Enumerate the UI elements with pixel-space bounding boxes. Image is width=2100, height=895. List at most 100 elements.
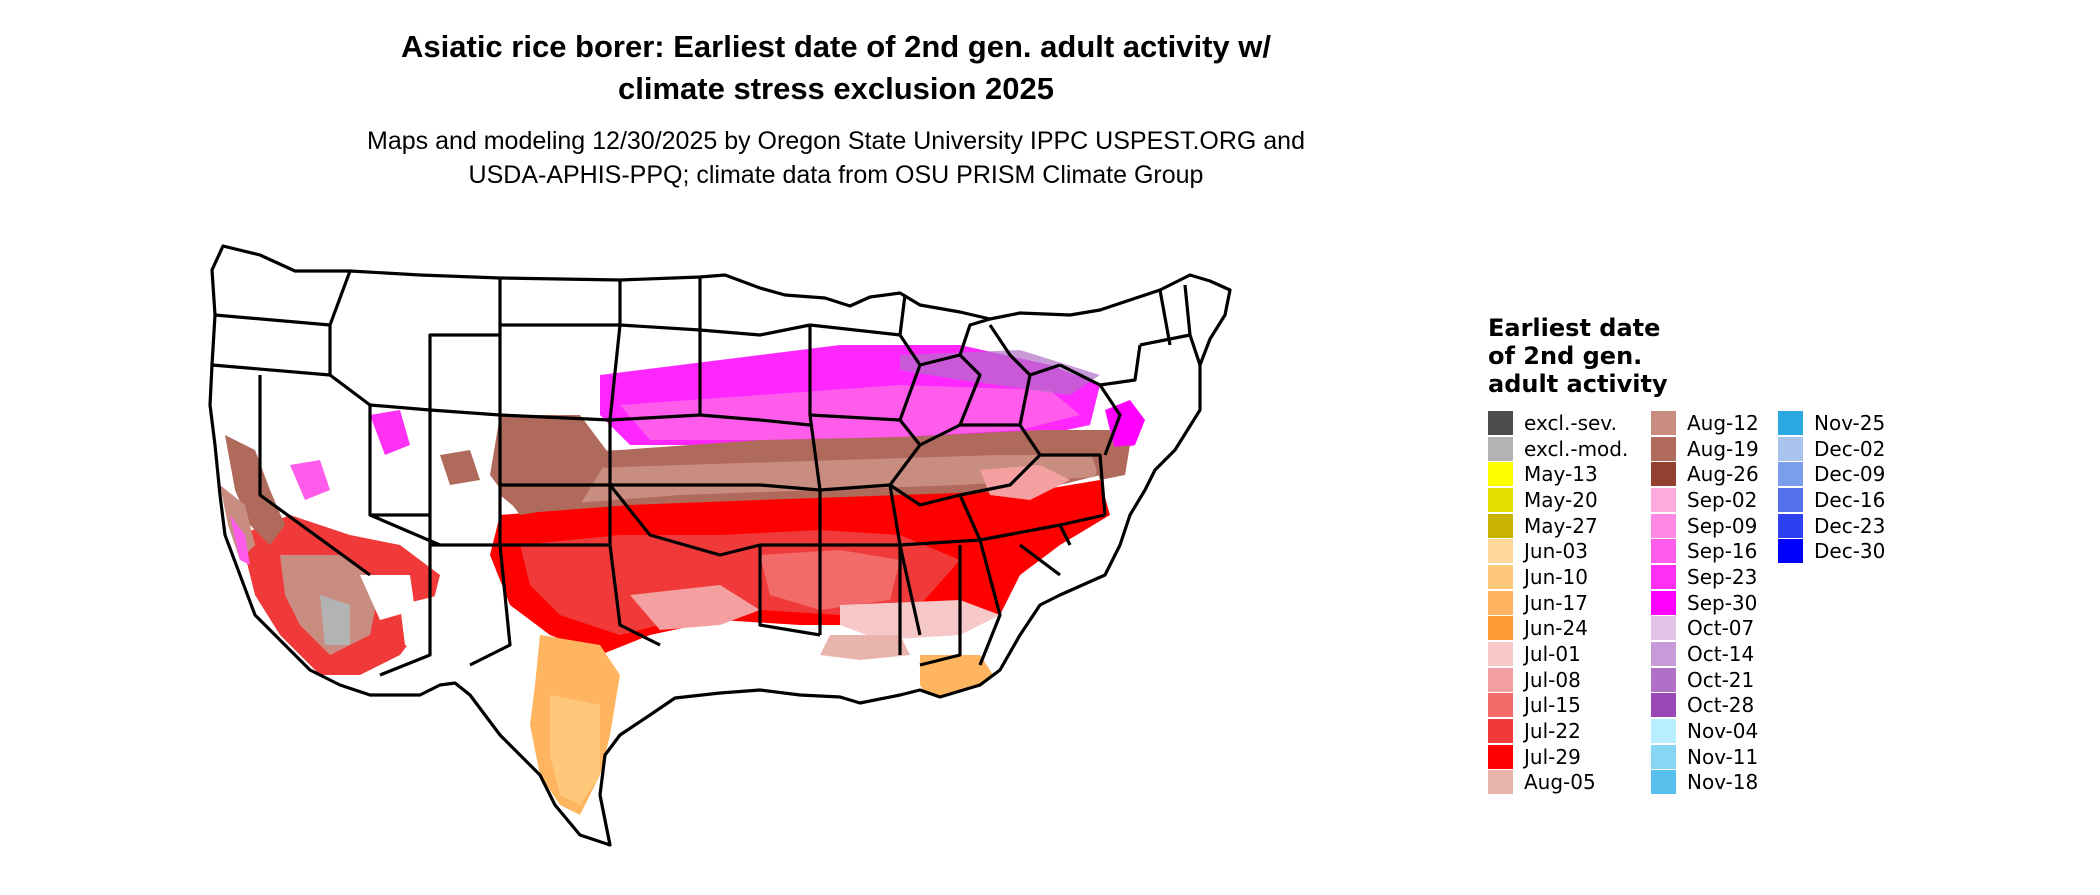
legend-swatch (1778, 513, 1803, 538)
us-map (208, 244, 1232, 847)
legend-label: Jul-22 (1524, 719, 1581, 744)
legend-label: Oct-21 (1687, 667, 1755, 692)
legend-item: Nov-04 (1651, 718, 1759, 744)
legend-item: Dec-16 (1778, 487, 1885, 513)
legend-label: Dec-23 (1814, 513, 1886, 538)
legend-swatch (1778, 462, 1803, 487)
legend-item: Dec-02 (1778, 436, 1885, 462)
legend-label: excl.-sev. (1524, 410, 1617, 435)
legend-swatch (1651, 564, 1676, 589)
legend-item: Nov-11 (1651, 744, 1759, 770)
legend-label: Jul-29 (1524, 744, 1581, 769)
legend-swatch (1488, 719, 1513, 744)
legend-item: Sep-23 (1651, 564, 1759, 590)
legend-label: May-20 (1524, 487, 1598, 512)
legend-swatch (1488, 436, 1513, 461)
legend-swatch (1488, 539, 1513, 564)
legend-swatch (1651, 462, 1676, 487)
legend-label: Aug-19 (1687, 436, 1759, 461)
legend-label: Sep-09 (1687, 513, 1758, 538)
legend-label: Jun-24 (1524, 616, 1588, 641)
legend-label: Sep-16 (1687, 539, 1758, 564)
legend-item: excl.-mod. (1488, 436, 1628, 462)
legend-swatch (1488, 616, 1513, 641)
legend-label: Oct-28 (1687, 693, 1755, 718)
legend-item: Jul-01 (1488, 641, 1628, 667)
map-title: Asiatic rice borer: Earliest date of 2nd… (0, 26, 1672, 110)
map-title-line-2: climate stress exclusion 2025 (618, 71, 1054, 106)
legend-swatch (1488, 642, 1513, 667)
legend-column-2: Aug-12 Aug-19 Aug-26 Sep-02 Sep-09 Sep-16 Sep-… (1651, 410, 1759, 795)
legend-label: excl.-mod. (1524, 436, 1629, 461)
legend-item: Sep-30 (1651, 590, 1759, 616)
legend-item: Jul-15 (1488, 693, 1628, 719)
legend-label: Jul-08 (1524, 667, 1581, 692)
legend-item: May-13 (1488, 461, 1628, 487)
legend-swatch (1651, 410, 1676, 435)
legend-item: Oct-28 (1651, 693, 1759, 719)
legend-item: Nov-18 (1651, 770, 1759, 796)
legend-swatch (1651, 616, 1676, 641)
legend-label: Dec-30 (1814, 539, 1886, 564)
legend-swatch (1651, 719, 1676, 744)
map-subtitle-line-2: USDA-APHIS-PPQ; climate data from OSU PR… (468, 161, 1204, 189)
legend-item: Oct-14 (1651, 641, 1759, 667)
legend-swatch (1778, 436, 1803, 461)
legend-label: Aug-05 (1524, 770, 1596, 795)
legend-swatch (1651, 667, 1676, 692)
legend-item: Jul-29 (1488, 744, 1628, 770)
legend-label: Oct-14 (1687, 642, 1755, 667)
legend-swatch (1651, 770, 1676, 795)
legend-swatch (1651, 744, 1676, 769)
legend-item: Dec-23 (1778, 513, 1885, 539)
legend-item: Jun-10 (1488, 564, 1628, 590)
legend-item: Jun-03 (1488, 538, 1628, 564)
legend-item: May-20 (1488, 487, 1628, 513)
legend-item: Jul-08 (1488, 667, 1628, 693)
legend-label: Jun-17 (1524, 590, 1588, 615)
legend-title-line-2: of 2nd gen. (1488, 342, 1643, 370)
legend-swatch (1488, 744, 1513, 769)
legend-label: Nov-25 (1814, 410, 1886, 435)
legend-label: Dec-16 (1814, 487, 1886, 512)
legend-column-1: excl.-sev. excl.-mod. May-13 May-20 May-27 Ju… (1488, 410, 1628, 795)
legend-label: Jul-01 (1524, 642, 1581, 667)
legend-item: Aug-05 (1488, 770, 1628, 796)
legend-item: Sep-09 (1651, 513, 1759, 539)
legend-item: Nov-25 (1778, 410, 1885, 436)
legend-label: Dec-09 (1814, 462, 1886, 487)
legend-swatch (1778, 487, 1803, 512)
legend-swatch (1488, 487, 1513, 512)
legend-label: Jul-15 (1524, 693, 1581, 718)
legend-label: Aug-26 (1687, 462, 1759, 487)
legend-item: Jun-17 (1488, 590, 1628, 616)
legend-column-3: Nov-25 Dec-02 Dec-09 Dec-16 Dec-23 Dec-30 (1778, 410, 1885, 564)
legend-swatch (1651, 693, 1676, 718)
map-title-line-1: Asiatic rice borer: Earliest date of 2nd… (401, 29, 1271, 64)
legend-title-line-1: Earliest date (1488, 314, 1661, 342)
legend-swatch (1651, 642, 1676, 667)
map-subtitle-line-1: Maps and modeling 12/30/2025 by Oregon S… (367, 127, 1305, 155)
legend-swatch (1778, 539, 1803, 564)
legend-item: Sep-02 (1651, 487, 1759, 513)
legend-label: Sep-02 (1687, 487, 1758, 512)
legend-item: Aug-12 (1651, 410, 1759, 436)
legend-item: excl.-sev. (1488, 410, 1628, 436)
legend-swatch (1488, 590, 1513, 615)
legend-swatch (1488, 693, 1513, 718)
map-subtitle: Maps and modeling 12/30/2025 by Oregon S… (0, 124, 1672, 192)
legend-swatch (1778, 410, 1803, 435)
legend-label: Jun-03 (1524, 539, 1588, 564)
legend-swatch (1488, 462, 1513, 487)
legend-item: Jun-24 (1488, 616, 1628, 642)
legend-swatch (1488, 564, 1513, 589)
legend-item: Jul-22 (1488, 718, 1628, 744)
legend-label: May-13 (1524, 462, 1598, 487)
legend-label: Nov-11 (1687, 744, 1759, 769)
legend-item: Aug-19 (1651, 436, 1759, 462)
legend-swatch (1488, 667, 1513, 692)
legend-title: Earliest date of 2nd gen. adult activity (1488, 314, 1708, 398)
legend-label: Jun-10 (1524, 564, 1588, 589)
legend-swatch (1488, 513, 1513, 538)
legend-label: Sep-23 (1687, 564, 1758, 589)
